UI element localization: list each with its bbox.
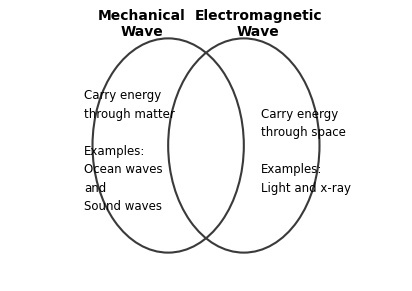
Text: Electromagnetic
Wave: Electromagnetic Wave [194, 9, 322, 39]
Text: Carry energy
through matter

Examples:
Ocean waves
and
Sound waves: Carry energy through matter Examples: Oc… [84, 89, 175, 213]
Text: Carry energy
through space

Examples:
Light and x-ray: Carry energy through space Examples: Lig… [261, 108, 351, 195]
Text: Mechanical
Wave: Mechanical Wave [98, 9, 186, 39]
